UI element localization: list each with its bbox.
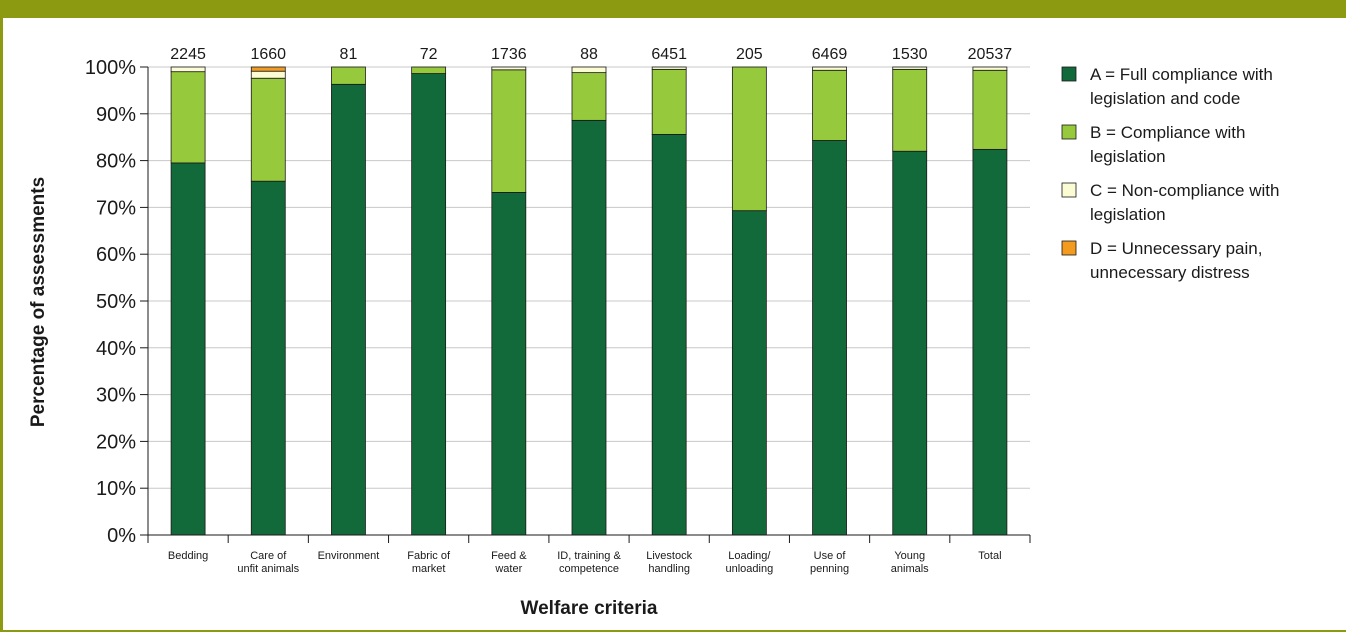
bar-segment-C bbox=[170, 66, 206, 73]
count-label: 205 bbox=[736, 46, 763, 63]
bar-segment-A bbox=[331, 83, 366, 536]
legend-label-D: D = Unnecessary pain, bbox=[1090, 239, 1262, 258]
count-label: 72 bbox=[420, 46, 438, 63]
category-label: market bbox=[412, 563, 446, 575]
bar-segment-D bbox=[250, 66, 286, 72]
category-label: Bedding bbox=[168, 550, 208, 562]
category-label: unfit animals bbox=[237, 563, 299, 575]
legend-swatch-B bbox=[1061, 124, 1077, 140]
header-bar bbox=[0, 0, 1346, 18]
bar-segment-B bbox=[651, 68, 687, 135]
bar-segment-B bbox=[170, 71, 206, 164]
category-label: unloading bbox=[726, 563, 774, 575]
bar-segment-C bbox=[491, 66, 527, 71]
bar-segment-A bbox=[651, 133, 687, 536]
bar-segment-C bbox=[812, 66, 847, 71]
bar-segment-A bbox=[170, 162, 206, 536]
category-label: Total bbox=[978, 550, 1001, 562]
count-label: 6451 bbox=[651, 46, 687, 63]
bar-segment-A bbox=[812, 140, 847, 536]
y-tick-label: 10% bbox=[96, 478, 136, 500]
y-tick-label: 40% bbox=[96, 338, 136, 360]
bar-segment-B bbox=[331, 66, 366, 85]
y-tick-label: 30% bbox=[96, 385, 136, 407]
bar-segment-A bbox=[250, 180, 286, 536]
bar-segment-B bbox=[972, 69, 1008, 150]
y-tick-label: 80% bbox=[96, 151, 136, 173]
bar-segment-A bbox=[972, 148, 1008, 536]
y-tick-label: 90% bbox=[96, 104, 136, 126]
category-label: Livestock bbox=[646, 550, 692, 562]
axes bbox=[140, 66, 1031, 543]
bar-segment-B bbox=[731, 66, 767, 212]
legend: A = Full compliance with legislation and … bbox=[1061, 65, 1279, 282]
bar-segment-B bbox=[812, 69, 847, 141]
legend-label-A: legislation and code bbox=[1090, 89, 1240, 108]
category-label: water bbox=[494, 563, 522, 575]
y-tick-label: 50% bbox=[96, 291, 136, 313]
legend-label-C: legislation bbox=[1090, 205, 1166, 224]
count-label: 1660 bbox=[250, 46, 286, 63]
legend-label-B: legislation bbox=[1090, 147, 1166, 166]
legend-label-C: C = Non-compliance with bbox=[1090, 181, 1279, 200]
category-label: competence bbox=[559, 563, 619, 575]
category-label: Feed & bbox=[491, 550, 527, 562]
category-label: Young bbox=[894, 550, 925, 562]
category-label: handling bbox=[648, 563, 690, 575]
legend-label-D: unnecessary distress bbox=[1090, 263, 1250, 282]
bar-segment-C bbox=[571, 66, 607, 74]
y-tick-label: 70% bbox=[96, 197, 136, 219]
count-label: 81 bbox=[340, 46, 358, 63]
labels: 0% 10% 20% 30% 40% 50% 60% 70% 80% 90% 100% 2245 Bed… bbox=[85, 46, 1012, 575]
legend-label-B: B = Compliance with bbox=[1090, 123, 1245, 142]
bar-segment-C bbox=[892, 66, 928, 70]
legend-swatch-A bbox=[1061, 66, 1077, 82]
legend-label-A: A = Full compliance with bbox=[1090, 65, 1273, 84]
legend-swatch-C bbox=[1061, 182, 1077, 198]
bar-segment-A bbox=[491, 192, 527, 536]
bar-segment-A bbox=[571, 119, 607, 536]
bar-segment-B bbox=[892, 68, 928, 152]
bar-segment-A bbox=[892, 150, 928, 536]
bar-segment-C bbox=[651, 66, 687, 70]
x-axis-title: Welfare criteria bbox=[521, 598, 658, 619]
count-label: 88 bbox=[580, 46, 598, 63]
legend-swatch-D bbox=[1061, 240, 1077, 256]
category-label: animals bbox=[891, 563, 929, 575]
bar-segment-B bbox=[571, 72, 607, 121]
category-label: Fabric of bbox=[407, 550, 451, 562]
category-label: Care of bbox=[250, 550, 287, 562]
y-tick-label: 100% bbox=[85, 57, 136, 79]
bar-segment-B bbox=[411, 66, 447, 74]
y-tick-label: 0% bbox=[107, 525, 136, 547]
category-label: Loading/ bbox=[728, 550, 771, 562]
bar-segment-A bbox=[411, 73, 447, 536]
count-label: 2245 bbox=[170, 46, 206, 63]
y-tick-label: 60% bbox=[96, 244, 136, 266]
count-label: 20537 bbox=[968, 46, 1013, 63]
bar-segment-B bbox=[250, 77, 286, 182]
category-label: Use of bbox=[814, 550, 847, 562]
bar-segment-B bbox=[491, 69, 527, 193]
bar-segment-C bbox=[250, 70, 286, 79]
count-label: 6469 bbox=[812, 46, 848, 63]
bars bbox=[170, 66, 1008, 536]
category-label: Environment bbox=[318, 550, 380, 562]
y-axis-title: Percentage of assessments bbox=[28, 177, 49, 427]
bar-segment-A bbox=[731, 210, 767, 536]
bar-segment-C bbox=[972, 66, 1008, 71]
y-tick-label: 20% bbox=[96, 431, 136, 453]
category-label: penning bbox=[810, 563, 849, 575]
count-label: 1530 bbox=[892, 46, 928, 63]
count-label: 1736 bbox=[491, 46, 527, 63]
category-label: ID, training & bbox=[557, 550, 621, 562]
